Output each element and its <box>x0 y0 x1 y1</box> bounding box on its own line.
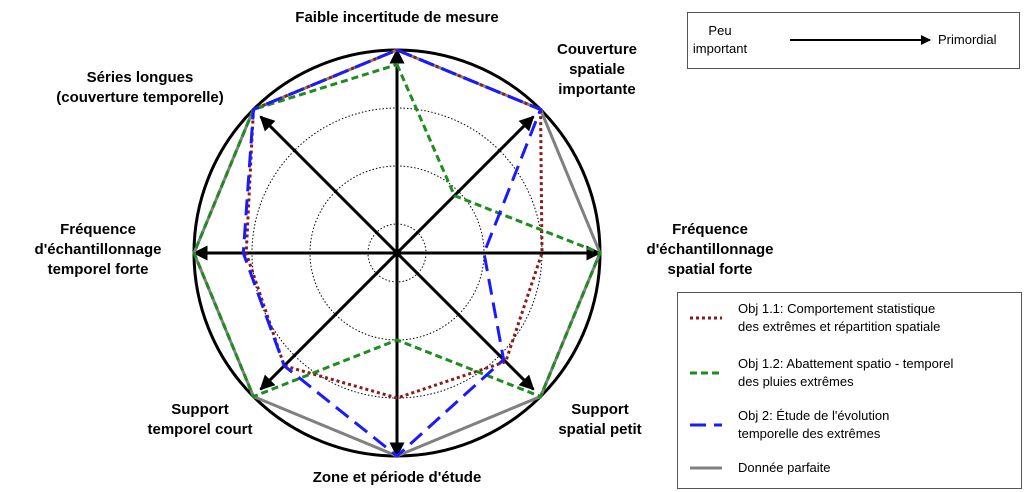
scale-from: Peu important <box>692 23 748 56</box>
legend-label: Donnée parfaite <box>738 460 831 475</box>
legend-label: Obj 1.1: Comportement statistique des ex… <box>738 301 941 334</box>
axis-arrow <box>259 115 535 391</box>
scale-to: Primordial <box>938 32 997 47</box>
axis-label: Fréquence d'échantillonnage spatial fort… <box>646 221 774 278</box>
axis-label: Support temporel court <box>147 401 253 438</box>
legend-label: Obj 1.2: Abattement spatio - temporel de… <box>738 356 954 389</box>
series-line <box>241 48 543 458</box>
axis-label: Support spatial petit <box>558 401 642 438</box>
axis-label: Faible incertitude de mesure <box>295 9 499 26</box>
legend-box <box>677 292 1022 489</box>
axis-label: Séries longues (couverture temporelle) <box>56 69 224 106</box>
series-line <box>192 62 602 399</box>
legend-label: Obj 2: Étude de l'évolution temporelle d… <box>738 408 890 441</box>
axis-label: Couverture spatiale importante <box>556 41 638 98</box>
axis-label: Fréquence d'échantillonnage temporel for… <box>34 221 162 278</box>
axis-label: Zone et période d'étude <box>312 469 482 486</box>
